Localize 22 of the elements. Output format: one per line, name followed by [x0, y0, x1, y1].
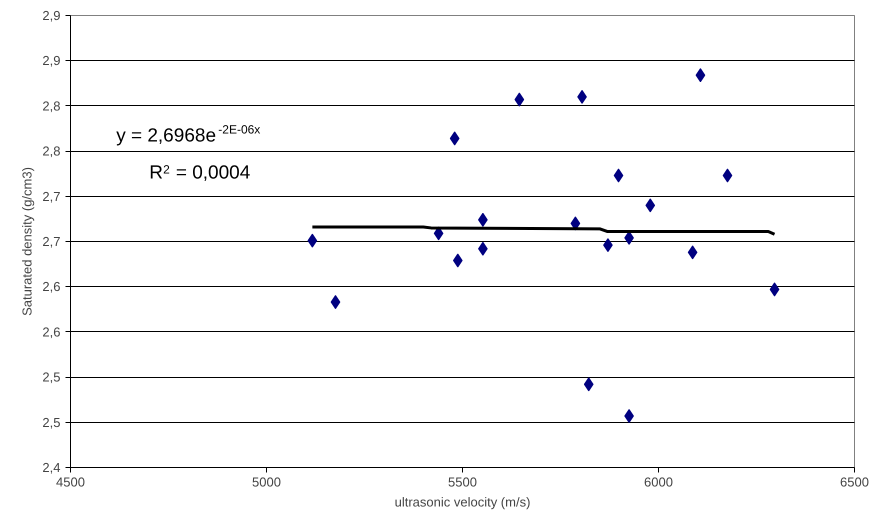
y-tick-label: 2,8	[42, 98, 61, 114]
point	[645, 198, 656, 212]
y-tick-label: 2,9	[42, 53, 61, 68]
y-tick-label: 2,6	[42, 324, 61, 340]
y-tick-label: 2,6	[42, 279, 61, 294]
x-tick-label: 6500	[840, 474, 869, 490]
x-axis-title: ultrasonic velocity (m/s)	[394, 494, 530, 510]
x-tick-label: 5500	[448, 474, 477, 490]
point	[452, 253, 463, 268]
y-tick-label: 2,5	[42, 370, 61, 385]
y-axis-title: Saturated density (g/cm3)	[19, 167, 34, 316]
line-series	[310, 226, 776, 236]
y-tick-label: 2,7	[42, 188, 61, 204]
x-tick-label: 4500	[56, 474, 85, 490]
y-tick-label: 2,5	[42, 414, 61, 430]
y-tick-label: 2,4	[42, 460, 61, 475]
y-tick-label: 2,8	[42, 144, 61, 159]
y-tick-label: 2,9	[42, 8, 61, 23]
x-tick-label: 5000	[252, 474, 281, 490]
point	[584, 377, 594, 392]
y-tick-label: 2,7	[42, 234, 61, 249]
x-tick-label: 6000	[644, 474, 673, 490]
